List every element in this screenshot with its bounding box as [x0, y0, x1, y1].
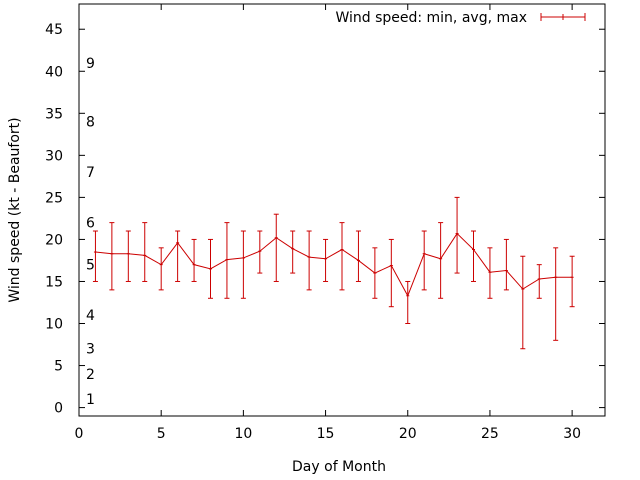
beaufort-label: 7 — [86, 165, 95, 181]
legend-label: Wind speed: min, avg, max — [335, 10, 527, 26]
y-tick-label: 30 — [45, 148, 63, 164]
error-bar — [339, 222, 345, 291]
error-bar — [405, 280, 411, 325]
beaufort-label: 5 — [86, 258, 95, 274]
error-bar — [454, 196, 460, 274]
error-bar — [92, 230, 98, 282]
beaufort-label: 6 — [86, 216, 95, 232]
error-bar — [520, 255, 526, 350]
x-tick-label: 30 — [563, 426, 581, 442]
error-bar — [290, 230, 296, 274]
error-bar — [158, 247, 164, 291]
error-bar — [306, 230, 312, 291]
x-tick-label: 25 — [481, 426, 499, 442]
error-bar — [125, 230, 131, 282]
error-bar — [372, 247, 378, 299]
x-tick-label: 5 — [157, 426, 166, 442]
x-axis-label: Day of Month — [292, 459, 386, 475]
plot-frame — [78, 3, 606, 417]
error-bar — [421, 230, 427, 291]
y-tick-label: 20 — [45, 232, 63, 248]
avg-line — [95, 232, 573, 297]
error-bar — [323, 238, 329, 282]
error-bar — [208, 238, 213, 299]
error-bar — [536, 264, 542, 299]
x-tick-label: 20 — [399, 426, 417, 442]
error-bar — [569, 255, 575, 308]
y-axis-label: Wind speed (kt - Beaufort) — [7, 117, 23, 302]
y-tick-label: 0 — [54, 401, 63, 417]
beaufort-label: 3 — [86, 342, 95, 358]
error-bar — [224, 222, 230, 299]
error-bar — [191, 238, 197, 282]
error-bar — [553, 247, 559, 341]
error-bar — [142, 222, 148, 282]
beaufort-labels: 1 2 3 4 5 6 7 8 9 — [86, 56, 95, 408]
y-tick-label: 10 — [45, 317, 63, 333]
y-tick-label: 40 — [45, 64, 63, 80]
y-tick-label: 15 — [45, 274, 63, 290]
error-bar — [273, 213, 279, 282]
beaufort-label: 8 — [86, 115, 95, 131]
y-tick-label: 25 — [45, 190, 63, 206]
error-bar — [438, 222, 444, 299]
y-tick-label: 45 — [45, 22, 63, 38]
y-tick-label: 5 — [54, 359, 63, 375]
beaufort-label: 1 — [86, 392, 95, 408]
error-bar — [355, 230, 361, 282]
beaufort-label: 4 — [86, 308, 95, 324]
error-bar — [471, 230, 476, 282]
error-bar — [257, 230, 263, 274]
series-layer — [92, 196, 575, 350]
error-bar — [109, 222, 115, 291]
beaufort-label: 2 — [86, 367, 95, 383]
legend: Wind speed: min, avg, max — [335, 10, 586, 26]
error-bar — [388, 238, 394, 308]
x-tick-label: 10 — [234, 426, 252, 442]
x-tick-label: 0 — [75, 426, 84, 442]
error-bar — [503, 238, 509, 291]
error-bar — [175, 230, 181, 282]
error-bar — [240, 230, 246, 299]
beaufort-label: 9 — [86, 56, 95, 72]
x-tick-label: 15 — [317, 426, 335, 442]
error-bar — [487, 247, 493, 299]
y-tick-label: 35 — [45, 106, 63, 122]
